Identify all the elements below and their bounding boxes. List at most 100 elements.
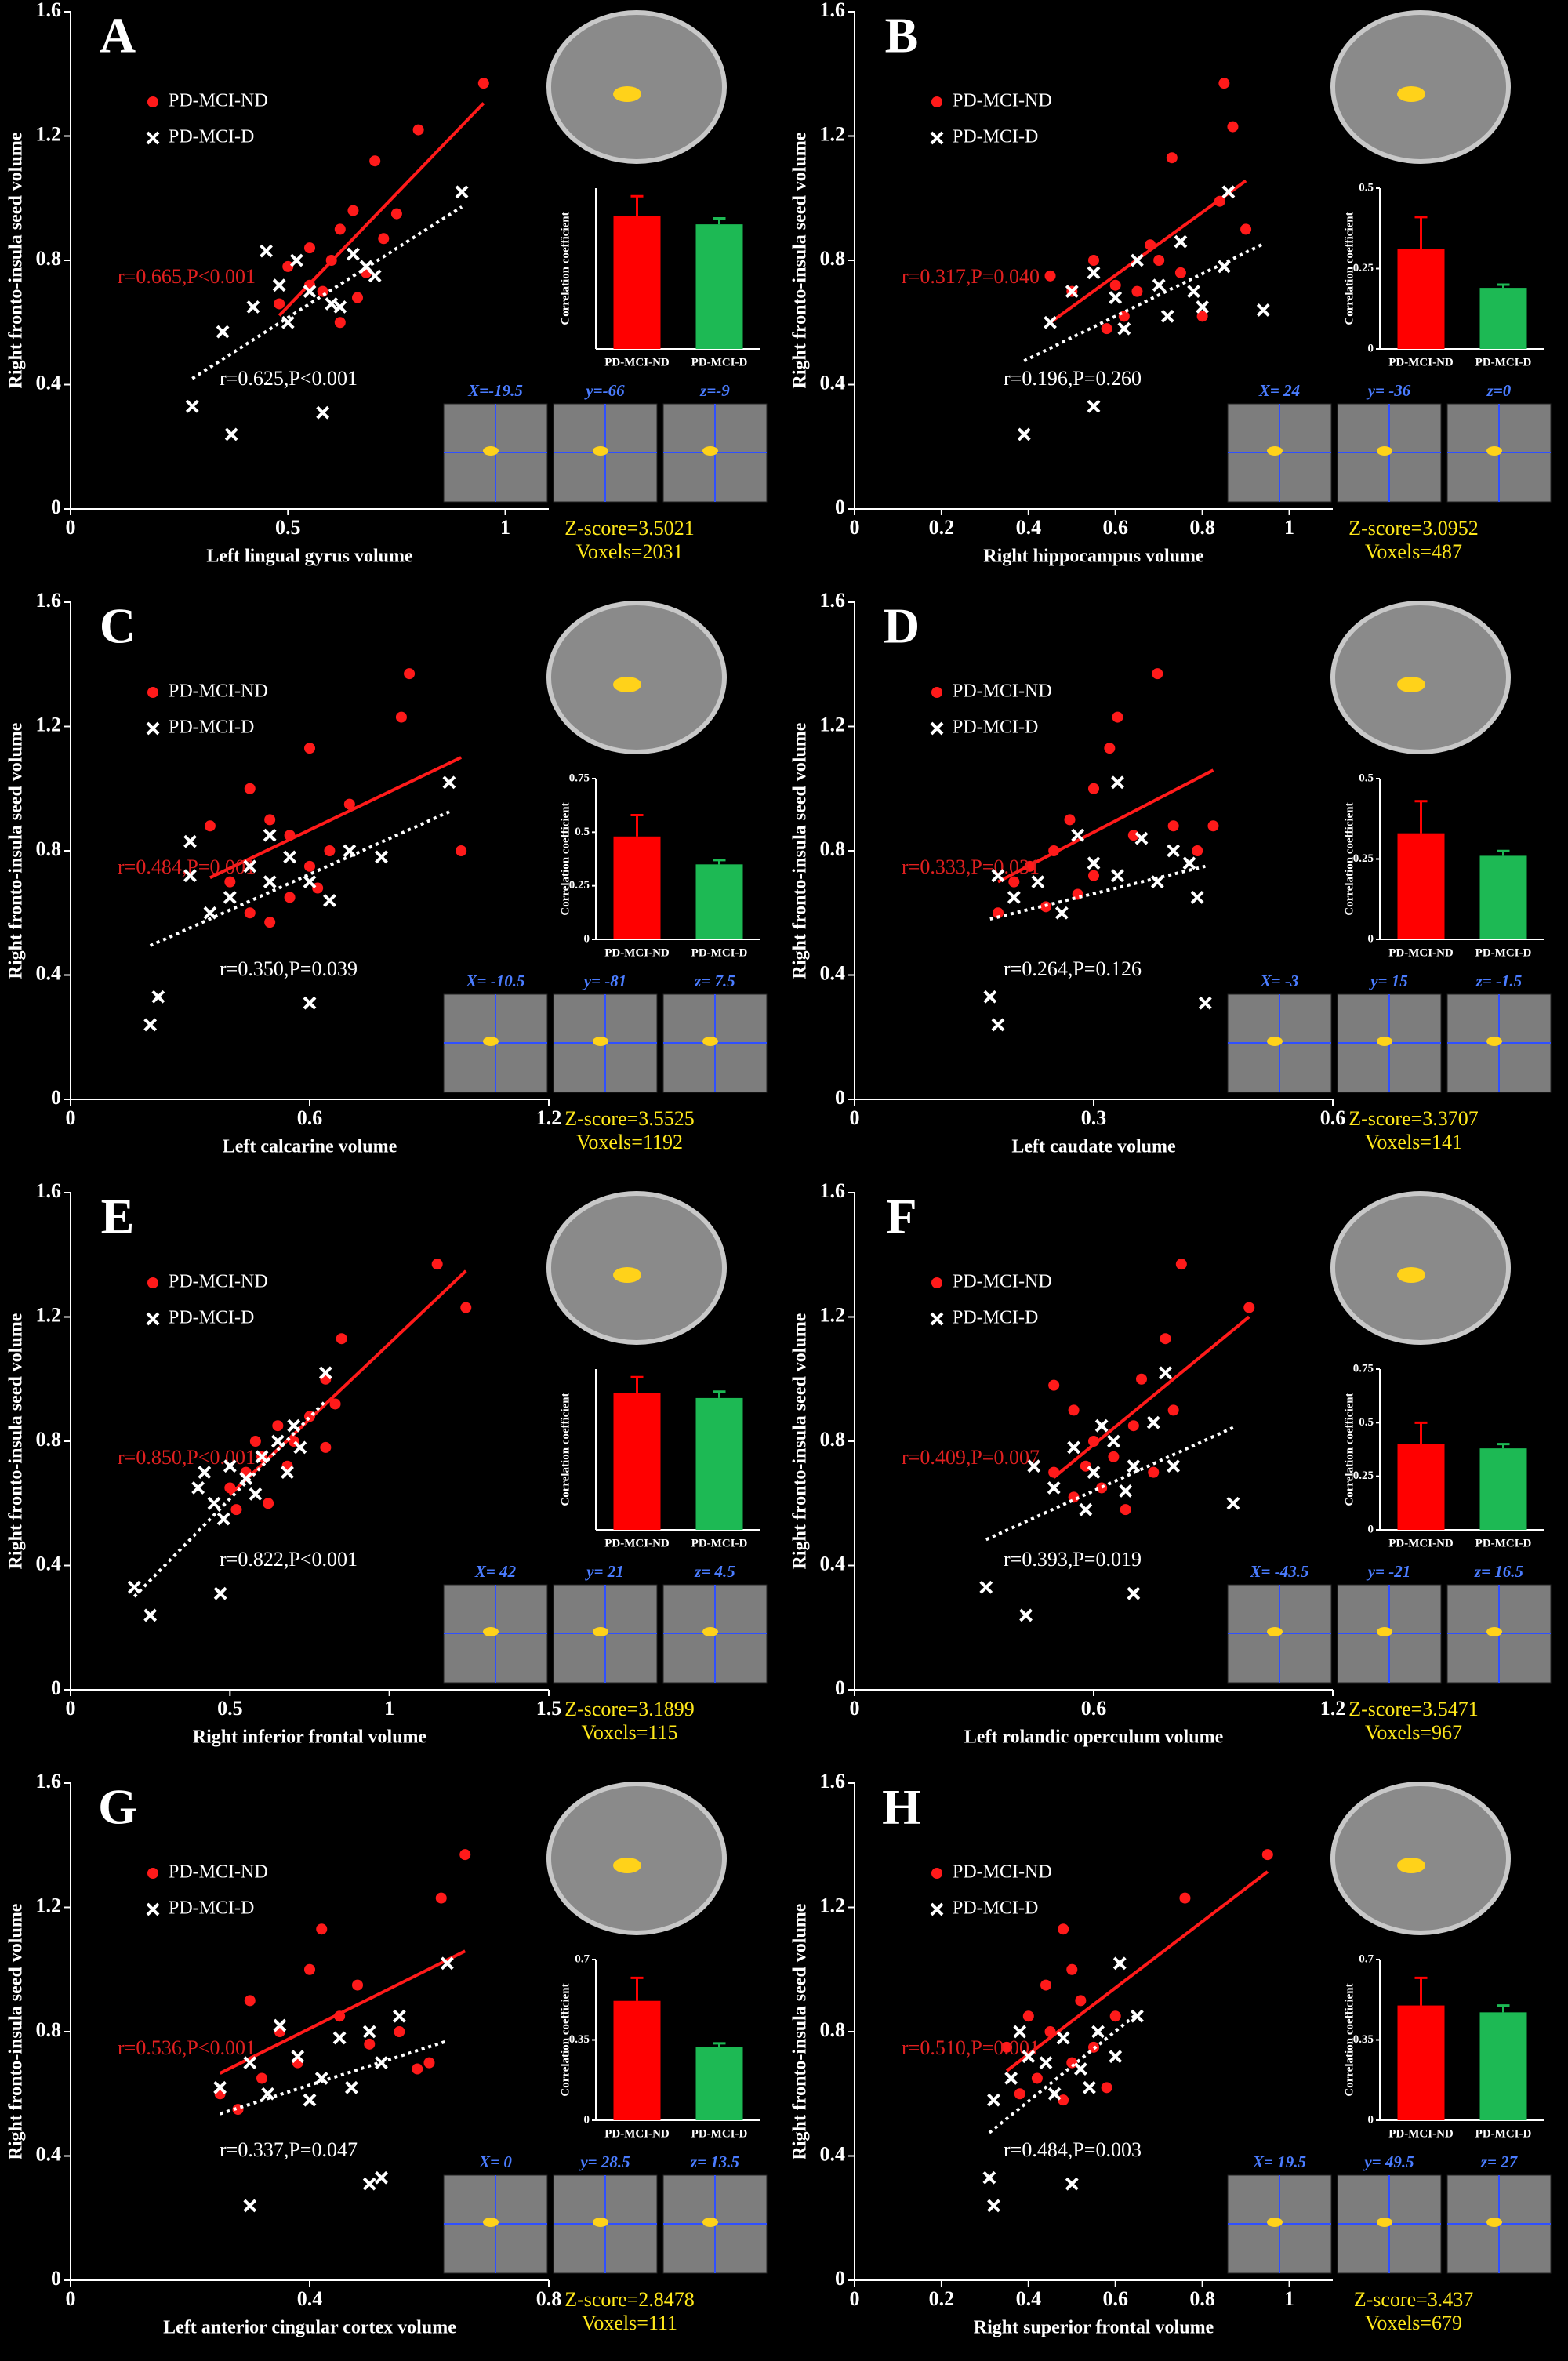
point	[291, 2050, 305, 2064]
point	[261, 2087, 275, 2101]
point	[143, 1608, 158, 1622]
point	[1226, 1496, 1240, 1510]
y-tick-label: 1.6	[820, 0, 846, 21]
point	[1134, 831, 1149, 845]
point	[431, 1259, 443, 1270]
point	[404, 668, 416, 680]
legend-marker	[931, 1868, 942, 1879]
error-bar	[1497, 283, 1510, 289]
activation	[1397, 677, 1425, 692]
x-tick-label: 0.6	[1320, 1106, 1346, 1129]
point	[256, 2072, 267, 2084]
point	[318, 1366, 332, 1380]
legend-marker	[147, 687, 158, 698]
point	[1107, 1434, 1120, 1448]
x-axis-label: Left calcarine volume	[223, 1137, 397, 1157]
point	[1174, 267, 1186, 278]
point	[1227, 121, 1239, 133]
legend-marker	[146, 721, 160, 736]
slice-label: z= -1.5	[1475, 972, 1523, 990]
point	[336, 1333, 347, 1345]
annotation: r=0.196,P=0.260	[1004, 367, 1142, 390]
point	[993, 907, 1004, 919]
point	[303, 996, 317, 1010]
slice-label: z= 4.5	[694, 1562, 735, 1581]
legend-marker	[147, 1868, 158, 1879]
point	[982, 2170, 996, 2185]
point	[317, 285, 328, 297]
point	[1019, 1608, 1033, 1622]
y-tick-label: 1.2	[36, 1303, 62, 1326]
point	[289, 253, 303, 267]
x-axis-label: Right superior frontal volume	[974, 2318, 1214, 2338]
point	[1091, 2025, 1105, 2039]
point	[362, 2177, 376, 2191]
inset-y-label: Correlation coefficient	[1343, 212, 1356, 325]
inset-y-tick-label: 0.25	[1353, 852, 1374, 865]
point	[1207, 820, 1219, 832]
y-tick-label: 1.2	[820, 122, 846, 145]
inset-y-tick-label: 0.35	[569, 2033, 590, 2046]
point	[273, 2018, 287, 2032]
annotation: r=0.510,P=0.001	[902, 2036, 1040, 2059]
inset-y-label: Correlation coefficient	[1343, 802, 1356, 915]
point	[1166, 152, 1178, 164]
activation	[483, 1627, 499, 1636]
y-tick-label: 0.8	[36, 1428, 62, 1451]
panel: 0 0.4 0.8 1.2 1.6 0 0.6 1.2 Left rolandic opercu…	[790, 1179, 1552, 1748]
point	[1088, 870, 1099, 881]
panel: 0 0.4 0.8 1.2 1.6 0 0.5 1 Left lingual gyrus vol…	[6, 0, 768, 567]
error-bar	[630, 194, 644, 216]
error-bar	[1497, 849, 1510, 856]
point	[213, 1586, 227, 1600]
legend-marker	[931, 1277, 942, 1288]
point	[1056, 2031, 1070, 2045]
error-bar	[1497, 1443, 1510, 1449]
point	[1024, 860, 1036, 872]
point	[284, 892, 296, 903]
legend-marker	[146, 131, 160, 145]
x-tick-label: 1.5	[536, 1697, 562, 1720]
activation	[1486, 1037, 1502, 1046]
point	[1048, 845, 1060, 856]
slice-label: y= -36	[1366, 381, 1411, 400]
point	[979, 1580, 993, 1594]
bar	[613, 1393, 661, 1530]
bar	[695, 864, 743, 939]
inset-y-label: Correlation coefficient	[1343, 1983, 1356, 2096]
bar	[1479, 288, 1527, 349]
inset-y-tick-label: 0	[584, 2113, 590, 2126]
bar	[695, 1397, 743, 1530]
activation	[1397, 86, 1425, 102]
activation	[483, 1037, 499, 1046]
point	[1174, 234, 1188, 249]
point	[460, 1302, 472, 1313]
y-axis-label: Right fronto-insula seed volume	[790, 1313, 811, 1569]
point	[1044, 315, 1057, 329]
panel-letter: H	[882, 1779, 921, 1835]
inset-y-tick-label: 0	[1368, 932, 1374, 945]
y-axis-label: Right fronto-insula seed volume	[6, 1313, 27, 1569]
activation	[1377, 1037, 1392, 1046]
point	[281, 315, 295, 329]
slice-label: X= 0	[478, 2152, 512, 2171]
x-tick-label: 0	[66, 2287, 76, 2310]
point	[392, 2009, 406, 2023]
point	[272, 1420, 284, 1432]
point	[1104, 743, 1116, 754]
z-score: Z-score=3.1899	[564, 1698, 695, 1720]
point	[1088, 1436, 1099, 1447]
annotation: r=0.484,P=0.001	[118, 855, 256, 878]
inset-category-label: PD-MCI-D	[691, 2127, 748, 2140]
x-tick-label: 0.6	[1102, 2287, 1128, 2310]
y-tick-label: 0	[835, 1086, 845, 1109]
point	[347, 247, 360, 261]
point	[375, 2056, 388, 2070]
point	[303, 2093, 317, 2107]
point	[1182, 856, 1196, 870]
point	[272, 278, 286, 292]
inset-y-tick-label: 0	[584, 932, 590, 945]
point	[1073, 2062, 1087, 2076]
point	[320, 1441, 332, 1453]
point	[249, 1487, 263, 1501]
